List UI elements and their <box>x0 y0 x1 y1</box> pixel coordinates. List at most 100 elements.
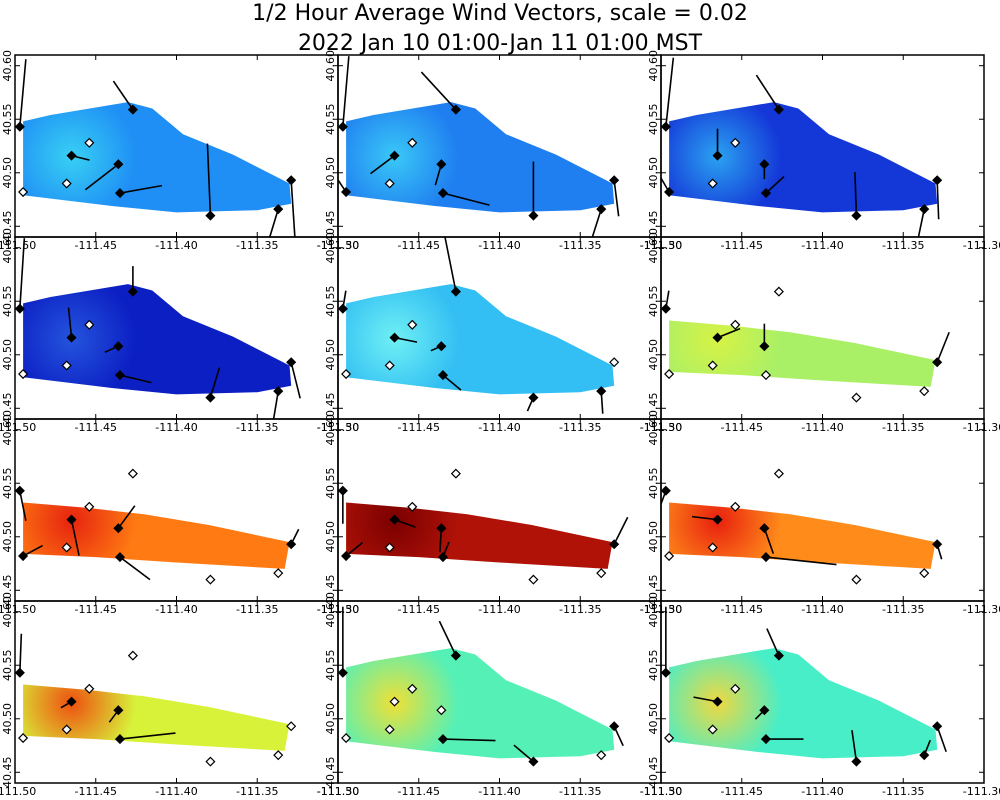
station-marker <box>760 188 772 199</box>
y-tick-label: 40.55 <box>647 467 660 499</box>
wind-vector <box>84 163 119 191</box>
station-marker <box>450 286 461 297</box>
y-tick-label: 40.50 <box>647 521 660 553</box>
station-marker <box>127 468 138 479</box>
x-tick-label: -111.40 <box>478 239 520 252</box>
station-marker <box>407 501 418 512</box>
x-tick-label: -111.30 <box>963 239 1000 252</box>
station-marker <box>61 360 72 371</box>
panel-4: -111.50-111.45-111.40-111.35-111.3040.45… <box>0 232 359 434</box>
panel-12: -111.50-111.45-111.40-111.35-111.3040.45… <box>640 596 1000 798</box>
x-tick-label: -111.35 <box>882 785 924 798</box>
station-marker <box>389 150 400 161</box>
station-marker <box>61 178 72 189</box>
station-marker <box>389 696 400 707</box>
wind-vector <box>119 556 151 581</box>
station-marker <box>286 539 297 550</box>
station-marker <box>773 104 784 115</box>
station-marker <box>113 705 124 716</box>
field-heatmap <box>669 502 936 569</box>
station-marker <box>712 696 723 707</box>
x-tick-label: -111.50 <box>0 239 36 252</box>
wind-vector <box>665 57 675 127</box>
field-heatmap <box>23 502 290 569</box>
station-marker <box>707 542 718 553</box>
station-marker <box>114 370 126 381</box>
y-tick-label: 40.50 <box>324 521 337 553</box>
x-tick-label: -111.40 <box>155 785 197 798</box>
y-tick-label: 40.50 <box>647 339 660 371</box>
station-marker <box>384 724 395 735</box>
wind-vector <box>19 59 27 127</box>
station-marker <box>759 523 770 534</box>
y-tick-label: 40.45 <box>1 393 14 425</box>
station-marker <box>338 303 348 314</box>
station-marker <box>759 159 770 170</box>
x-tick-label: -111.40 <box>478 603 520 616</box>
panel-5: -111.50 -111.45 -111.40 -111.35 -111.3040.45… <box>317 232 682 434</box>
x-tick-label: -111.50 <box>317 785 359 798</box>
x-tick-label: -111.45 <box>75 603 117 616</box>
y-tick-label: 40.50 <box>324 157 337 189</box>
station-marker <box>286 357 297 368</box>
wind-vector <box>755 74 780 111</box>
station-marker <box>712 514 723 525</box>
station-marker <box>759 341 770 352</box>
wind-vector <box>936 331 950 363</box>
station-marker <box>596 204 607 215</box>
station-marker <box>609 721 620 732</box>
station-marker <box>18 732 29 744</box>
y-tick-label: 40.55 <box>647 649 660 681</box>
panel-10: -111.50-111.45-111.40-111.35-111.3040.45… <box>0 596 359 798</box>
panel-2: -111.50 -111.45 -111.40 -111.35 -111.3040.45… <box>317 50 682 252</box>
station-marker <box>437 370 449 381</box>
station-marker <box>18 368 29 380</box>
x-tick-label: -111.35 <box>559 603 601 616</box>
wind-vector <box>112 80 134 111</box>
x-tick-label: -111.40 <box>478 421 520 434</box>
wind-vector <box>936 725 947 753</box>
station-marker <box>407 683 418 694</box>
station-marker <box>66 696 77 707</box>
station-marker <box>661 485 671 496</box>
x-tick-label: -111.35 <box>236 603 278 616</box>
station-marker <box>341 732 352 744</box>
y-tick-label: 40.50 <box>1 339 14 371</box>
y-tick-label: 40.60 <box>324 50 337 82</box>
y-tick-label: 40.50 <box>1 521 14 553</box>
station-marker <box>15 485 25 496</box>
station-marker <box>436 341 447 352</box>
wind-vector <box>765 556 837 566</box>
wind-vector <box>290 362 301 399</box>
y-tick-label: 40.60 <box>647 50 660 82</box>
station-marker <box>114 734 126 745</box>
wind-vector <box>338 178 347 193</box>
wind-vector <box>342 56 350 127</box>
y-tick-label: 40.45 <box>324 757 337 789</box>
x-tick-label: -111.30 <box>963 421 1000 434</box>
station-marker <box>932 721 943 732</box>
station-marker <box>61 542 72 553</box>
station-marker <box>528 392 539 403</box>
station-marker <box>596 568 607 579</box>
station-marker <box>664 368 675 380</box>
station-marker <box>437 552 449 563</box>
field-heatmap <box>669 102 938 213</box>
x-tick-label: -111.35 <box>882 421 924 434</box>
field-heatmap <box>669 648 938 759</box>
station-marker <box>127 104 138 115</box>
x-tick-label: -111.40 <box>801 785 843 798</box>
wind-vector <box>613 180 620 217</box>
wind-vector <box>661 176 670 193</box>
x-tick-label: -111.35 <box>559 785 601 798</box>
y-tick-label: 40.45 <box>1 575 14 607</box>
station-marker <box>18 550 29 562</box>
wind-vector <box>613 516 629 545</box>
station-marker <box>338 121 348 132</box>
field-heatmap <box>346 284 615 395</box>
wind-vector <box>19 238 26 309</box>
station-marker <box>407 319 418 330</box>
station-marker <box>273 204 284 215</box>
station-marker <box>664 550 675 562</box>
y-tick-label: 40.60 <box>647 596 660 628</box>
